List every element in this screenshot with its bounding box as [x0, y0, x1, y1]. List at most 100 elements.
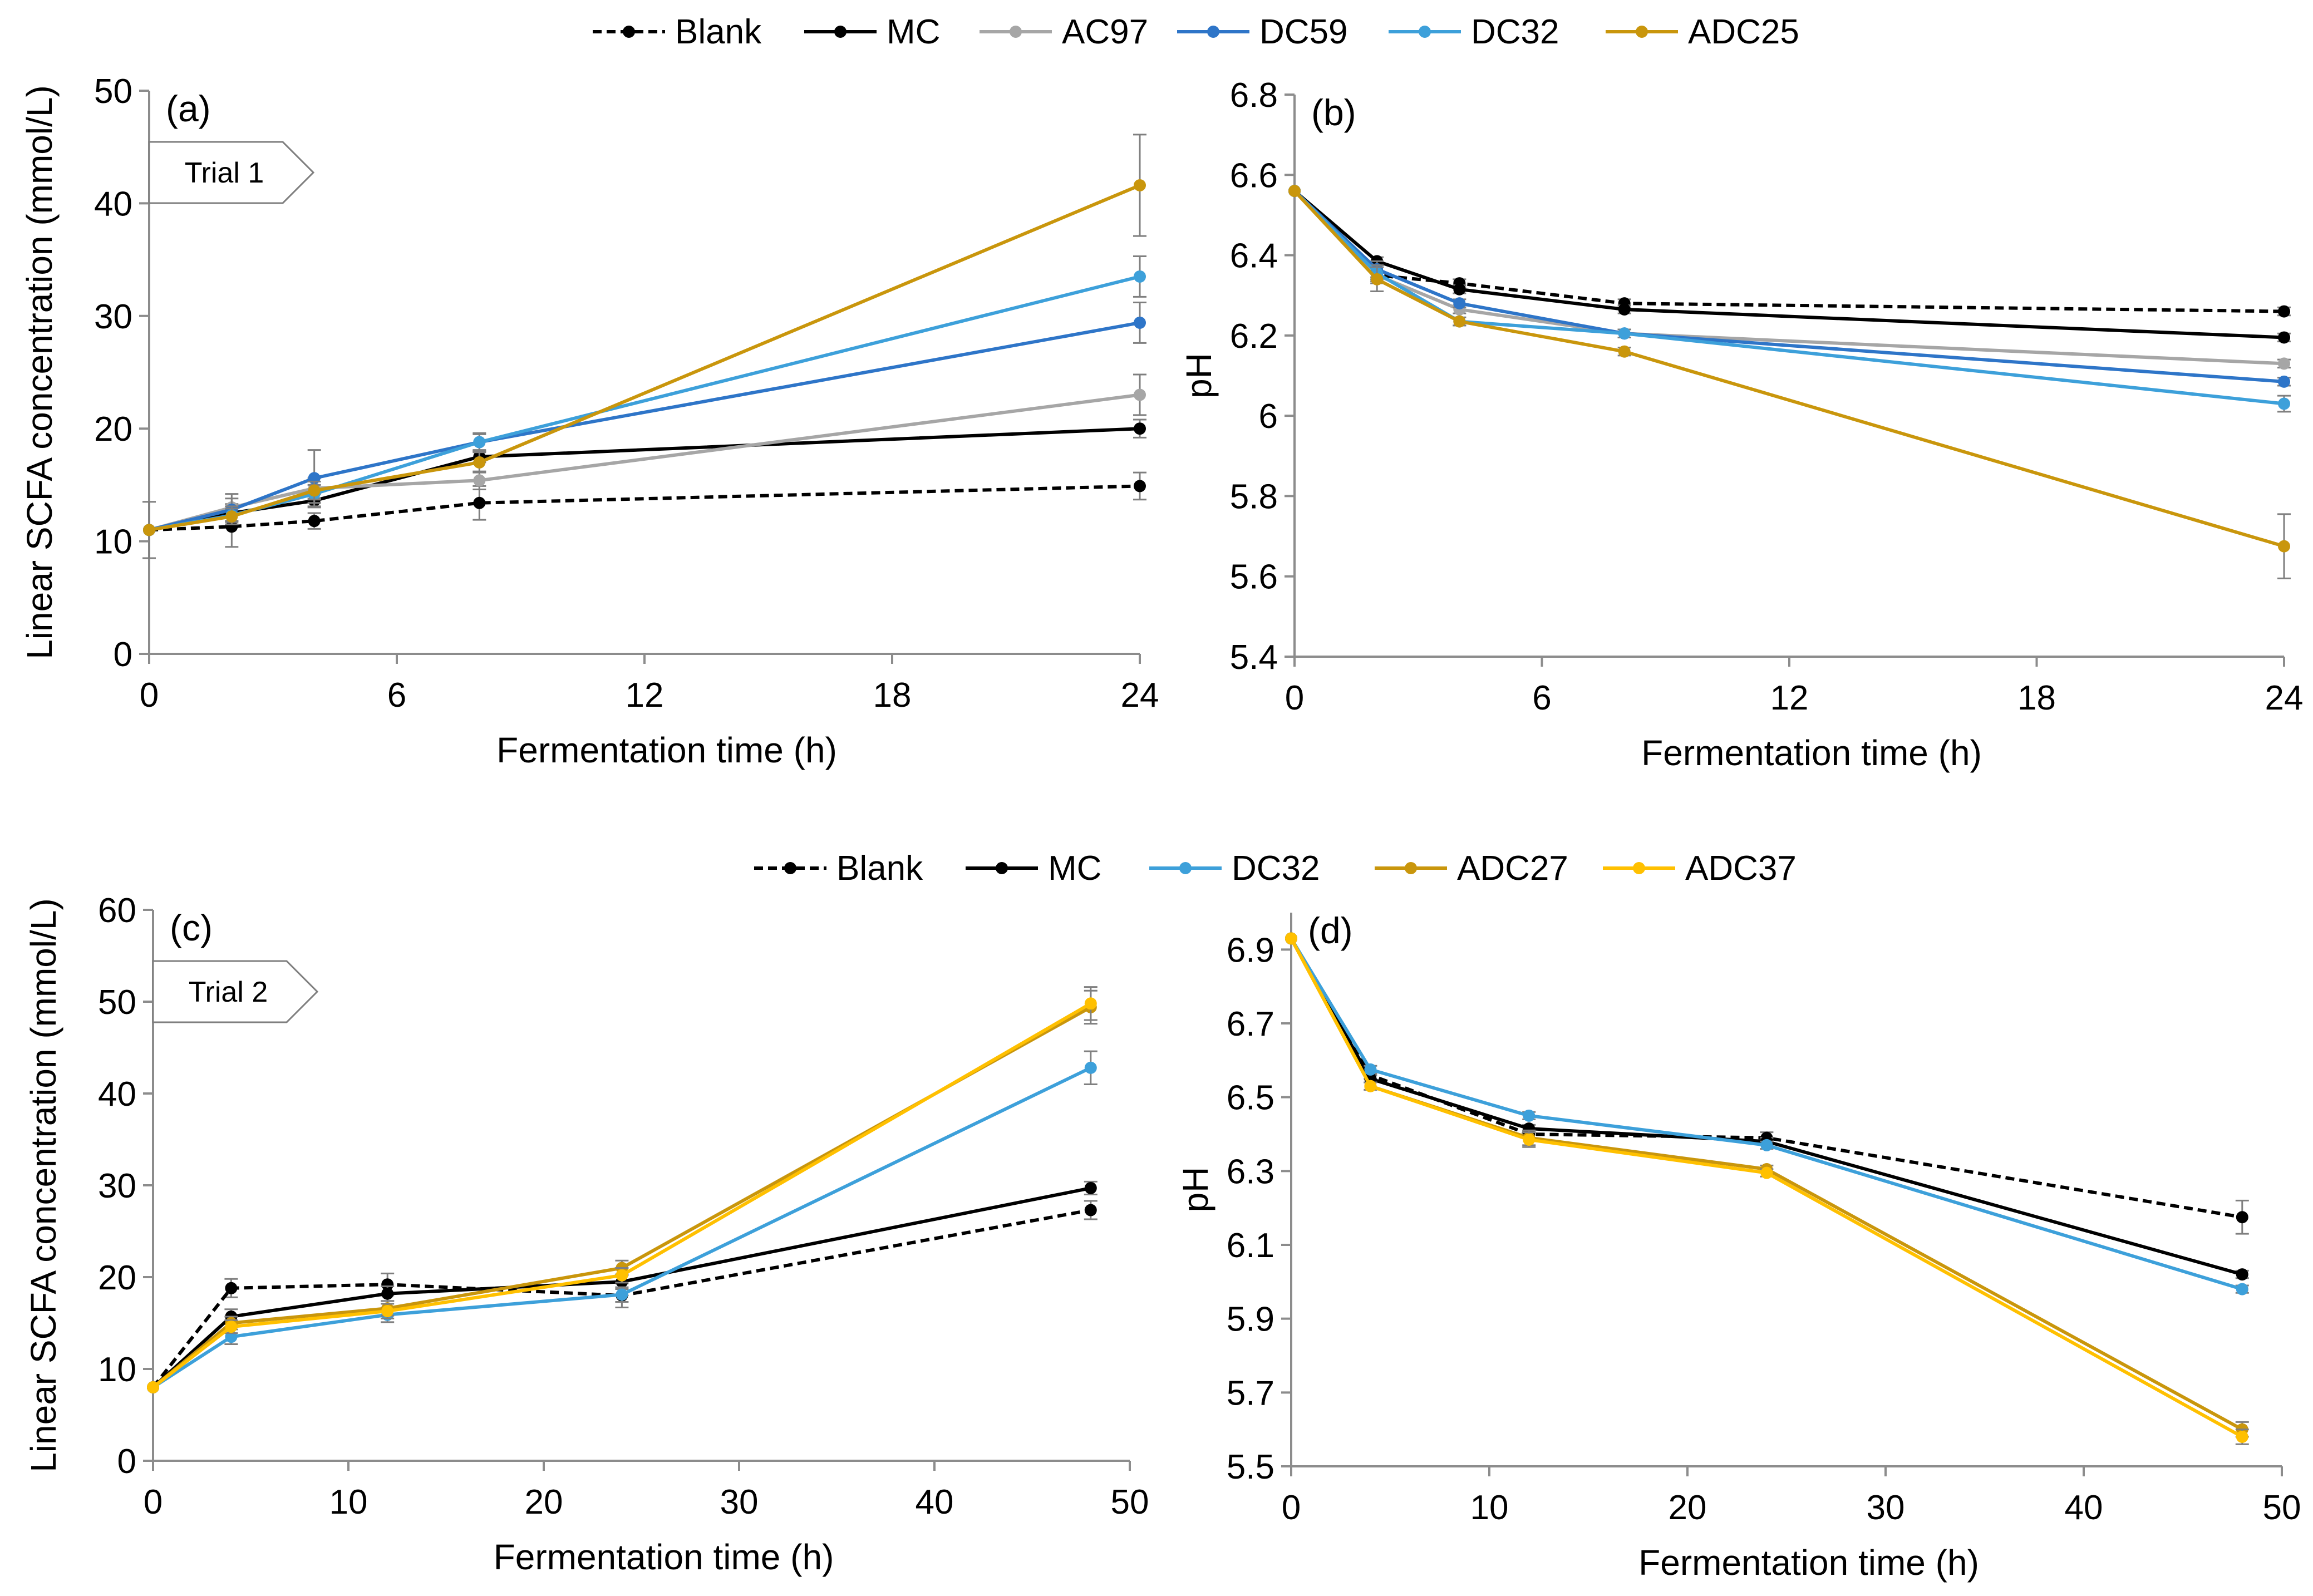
x-tick-label: 6	[387, 676, 406, 715]
y-axis-label: pH	[1175, 1167, 1215, 1213]
y-tick-label: 30	[94, 298, 132, 336]
chart-panel-d: 5.5 5.7 5.9 6.1 6.3 6.5 6.7 6.9 0 10 20 30 40 50 Ferme…	[1175, 910, 2301, 1583]
legend-item-dc59: DC59	[1177, 13, 1348, 51]
y-tick-label: 5.8	[1230, 477, 1278, 516]
legend-label-adc27: ADC27	[1457, 849, 1568, 888]
x-tick-label: 24	[2265, 679, 2304, 717]
y-tick-label: 30	[98, 1167, 136, 1205]
legend-top: Blank MC AC97 DC59 DC32 ADC25	[593, 13, 1799, 51]
x-tick-label: 40	[916, 1483, 954, 1521]
x-tick-label: 0	[144, 1483, 163, 1521]
data-point-dc32	[1523, 1109, 1536, 1122]
panel-label: (d)	[1308, 910, 1353, 951]
data-point-adc37	[1364, 1080, 1377, 1092]
legend-item-blank: Blank	[754, 849, 923, 888]
y-tick-label: 5.9	[1227, 1301, 1274, 1339]
x-tick-label: 20	[1669, 1489, 1707, 1527]
x-axis-label: Fermentation time (h)	[496, 730, 837, 770]
legend-label-blank: Blank	[836, 849, 923, 888]
trial-tag: Trial 1	[148, 141, 315, 204]
data-point-ac97	[1134, 388, 1146, 401]
data-point-mc	[1084, 1181, 1097, 1194]
data-point-dc59	[1134, 316, 1146, 329]
y-tick-label: 5.5	[1227, 1448, 1274, 1486]
legend-marker-dc32	[1419, 26, 1431, 38]
data-point-adc25	[1134, 179, 1146, 192]
data-point-blank	[381, 1278, 394, 1291]
legend-item-ac97: AC97	[980, 13, 1148, 51]
chart-panel-b: 5.4 5.6 5.8 6 6.2 6.4 6.6 6.8 0 6 12 18 24 Fermentati…	[1179, 76, 2303, 773]
legend-item-blank: Blank	[593, 13, 762, 51]
series-adc25	[143, 134, 1146, 536]
y-tick-label: 20	[94, 410, 132, 449]
x-tick-label: 50	[1111, 1483, 1149, 1521]
trial-tag-label: Trial 2	[189, 976, 268, 1008]
legend-marker-adc25	[1636, 26, 1648, 38]
legend-label-adc37: ADC37	[1685, 849, 1797, 888]
series-adc25	[1288, 185, 2291, 579]
y-tick-label: 6.1	[1227, 1226, 1274, 1265]
data-point-dc32	[1618, 327, 1631, 340]
data-point-adc37	[616, 1269, 628, 1282]
chart-panel-a: 0 10 20 30 40 50 0 6 12 18 24 Fermentation time (h)…	[19, 72, 1159, 770]
x-tick-label: 50	[2263, 1489, 2301, 1527]
trial-tag: Trial 2	[152, 960, 319, 1023]
y-tick-label: 6.7	[1227, 1005, 1274, 1043]
legend-item-mc: MC	[804, 13, 940, 51]
data-point-adc37	[2236, 1430, 2248, 1443]
x-tick-label: 40	[2065, 1489, 2103, 1527]
y-tick-label: 5.4	[1230, 638, 1278, 677]
y-axis-label: pH	[1179, 353, 1219, 398]
data-point-dc32	[473, 436, 486, 449]
data-point-dc32	[616, 1288, 628, 1301]
y-tick-label: 5.6	[1230, 558, 1278, 597]
data-point-adc37	[225, 1321, 238, 1333]
series-adc37	[147, 986, 1098, 1393]
x-tick-label: 18	[2017, 679, 2056, 717]
x-tick-label: 10	[329, 1483, 368, 1521]
legend-item-dc32: DC32	[1389, 13, 1559, 51]
data-point-blank	[2278, 305, 2290, 318]
series-adc37	[1285, 932, 2249, 1445]
y-tick-label: 6.3	[1227, 1152, 1274, 1191]
x-tick-label: 20	[525, 1483, 563, 1521]
y-tick-label: 6	[1259, 397, 1278, 436]
legend-label-mc: MC	[1048, 849, 1101, 888]
legend-marker-ac97	[1010, 26, 1022, 38]
y-tick-label: 60	[98, 891, 136, 930]
legend-item-adc25: ADC25	[1606, 13, 1799, 51]
y-tick-label: 50	[98, 983, 136, 1022]
data-point-adc25	[308, 484, 321, 497]
x-tick-label: 24	[1121, 676, 1159, 715]
x-tick-label: 0	[1285, 679, 1304, 717]
data-point-blank	[308, 515, 321, 528]
data-point-adc25	[1288, 185, 1301, 198]
x-tick-label: 10	[1470, 1489, 1509, 1527]
y-tick-label: 50	[94, 72, 132, 111]
legend-item-adc37: ADC37	[1603, 849, 1797, 888]
x-tick-label: 0	[140, 676, 159, 715]
y-tick-label: 10	[94, 523, 132, 561]
legend-marker-blank	[623, 26, 635, 38]
data-point-adc25	[143, 524, 155, 536]
y-tick-label: 6.4	[1230, 237, 1278, 275]
y-axis-label: Linear SCFA concentration (mmol/L)	[23, 898, 63, 1472]
data-point-blank	[1134, 480, 1146, 492]
y-tick-label: 6.9	[1227, 931, 1274, 969]
x-axis-label: Fermentation time (h)	[494, 1537, 834, 1577]
data-point-blank	[1084, 1204, 1097, 1216]
legend-marker-mc	[834, 26, 847, 38]
x-tick-label: 30	[720, 1483, 759, 1521]
data-point-adc37	[1285, 932, 1297, 945]
data-point-mc	[1134, 422, 1146, 435]
y-tick-label: 6.5	[1227, 1079, 1274, 1117]
y-tick-label: 6.8	[1230, 76, 1278, 115]
y-tick-label: 6.6	[1230, 156, 1278, 195]
legend-marker-adc37	[1633, 862, 1645, 874]
trial-tag-shape	[152, 960, 319, 1023]
data-point-blank	[225, 1282, 238, 1294]
legend-bottom: Blank MC DC32 ADC27 ADC37	[754, 849, 1797, 888]
x-tick-label: 6	[1532, 679, 1551, 717]
x-axis-label: Fermentation time (h)	[1641, 733, 1982, 773]
y-tick-label: 0	[114, 636, 132, 674]
